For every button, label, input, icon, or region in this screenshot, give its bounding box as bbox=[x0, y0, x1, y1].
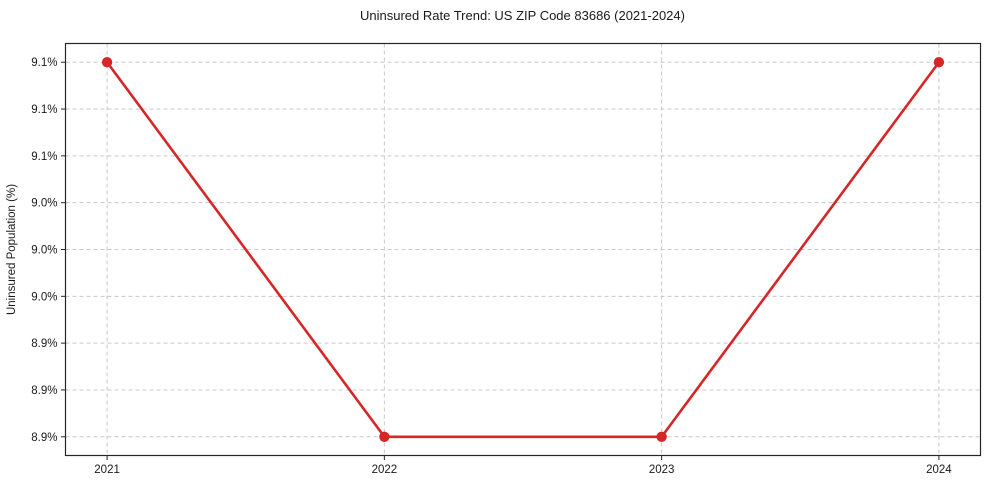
y-tick-label: 9.1% bbox=[31, 57, 57, 69]
y-tick-label: 9.1% bbox=[31, 104, 57, 116]
data-point-2024 bbox=[933, 57, 945, 68]
grid-lines bbox=[65, 43, 981, 456]
y-tick-label: 9.0% bbox=[31, 245, 57, 257]
data-series bbox=[101, 57, 945, 442]
y-tick-labels: 8.9% 8.9% 8.9% 9.0% 9.0% 9.0% 9.1% 9.1% 9.1% bbox=[31, 57, 57, 444]
data-point-2022 bbox=[379, 431, 390, 442]
y-tick-label: 9.1% bbox=[31, 151, 57, 163]
data-point-2021 bbox=[101, 57, 113, 68]
data-point-2023 bbox=[656, 431, 667, 442]
chart-title: Uninsured Rate Trend: US ZIP Code 83686 … bbox=[360, 8, 685, 23]
y-axis-label: Uninsured Population (%) bbox=[6, 184, 18, 315]
y-tick-label: 9.0% bbox=[31, 291, 57, 303]
x-tick-label: 2021 bbox=[94, 464, 120, 476]
y-tick-label: 8.9% bbox=[31, 338, 57, 350]
x-tick-label: 2024 bbox=[926, 464, 952, 476]
y-tick-label: 8.9% bbox=[31, 432, 57, 444]
trend-line bbox=[105, 60, 941, 439]
x-tick-labels: 2021 2022 2023 2024 bbox=[94, 464, 952, 476]
y-tick-label: 8.9% bbox=[31, 385, 57, 397]
y-tick-label: 9.0% bbox=[31, 198, 57, 210]
axis-ticks bbox=[61, 61, 940, 460]
x-tick-label: 2023 bbox=[649, 464, 675, 476]
x-tick-label: 2022 bbox=[372, 464, 398, 476]
